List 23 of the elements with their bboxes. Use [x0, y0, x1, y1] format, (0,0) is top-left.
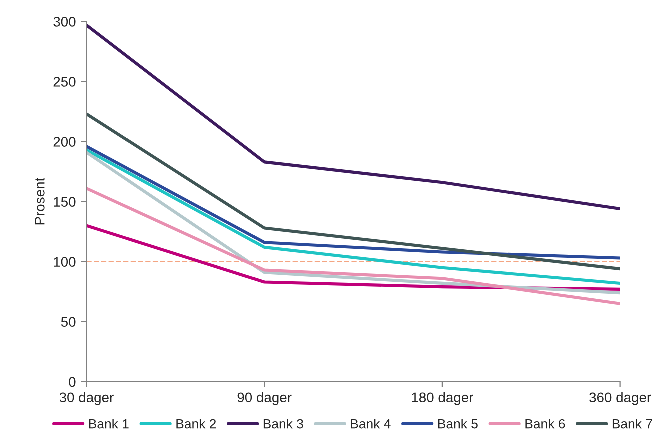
- y-tick-label: 300: [54, 17, 76, 27]
- legend-label: Bank 5: [438, 419, 478, 429]
- legend-label: Bank 4: [351, 419, 391, 429]
- y-tick-label: 100: [54, 257, 76, 268]
- y-tick-label: 150: [54, 197, 76, 207]
- x-tick-label: 180 dager: [412, 392, 474, 406]
- y-tick-label: 50: [61, 317, 76, 328]
- y-tick-label: 0: [69, 377, 76, 388]
- x-tick-label: 30 dager: [60, 392, 114, 406]
- line-series: [86, 145, 620, 260]
- legend-label: Bank 2: [176, 419, 216, 429]
- line-series: [86, 187, 620, 306]
- x-tick-label: 360 dager: [590, 392, 652, 406]
- y-axis-title: Prosent: [35, 178, 45, 225]
- legend-label: Bank 3: [264, 419, 304, 429]
- legend-label: Bank 1: [89, 419, 129, 429]
- legend-label: Bank 6: [526, 419, 566, 429]
- legend-label: Bank 7: [612, 419, 652, 429]
- y-tick-label: 200: [54, 137, 76, 147]
- x-tick-label: 90 dager: [238, 392, 292, 406]
- y-tick-label: 250: [54, 77, 76, 87]
- line-series: [86, 112, 620, 271]
- line-series: [86, 24, 620, 211]
